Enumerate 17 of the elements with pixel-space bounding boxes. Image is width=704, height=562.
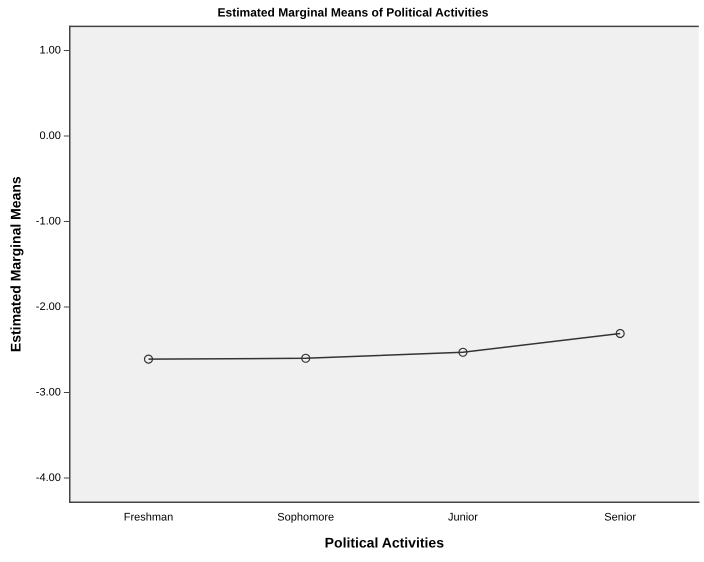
point: [144, 354, 154, 364]
y-axis-title: Estimated Marginal Means: [7, 176, 24, 352]
y-tick-label: -1.00: [36, 215, 61, 228]
point: [616, 328, 625, 338]
x-axis-title: Political Activities: [324, 534, 444, 550]
y-tick-label: 1.00: [39, 44, 61, 56]
y-tick-label: -3.00: [36, 386, 61, 399]
x-tick-label: Senior: [604, 512, 636, 524]
y-tick-label: -2.00: [36, 301, 61, 313]
x-tick-label: Sophomore: [277, 512, 334, 524]
y-tick-label: 0.00: [39, 130, 61, 142]
point: [301, 354, 310, 363]
point: [458, 348, 468, 357]
x-tick-label: Freshman: [124, 512, 174, 524]
y-tick-label: -4.00: [36, 472, 61, 484]
chart-title: Estimated Marginal Means of Political Activities: [218, 6, 489, 20]
x-tick-label: Junior: [448, 512, 478, 524]
